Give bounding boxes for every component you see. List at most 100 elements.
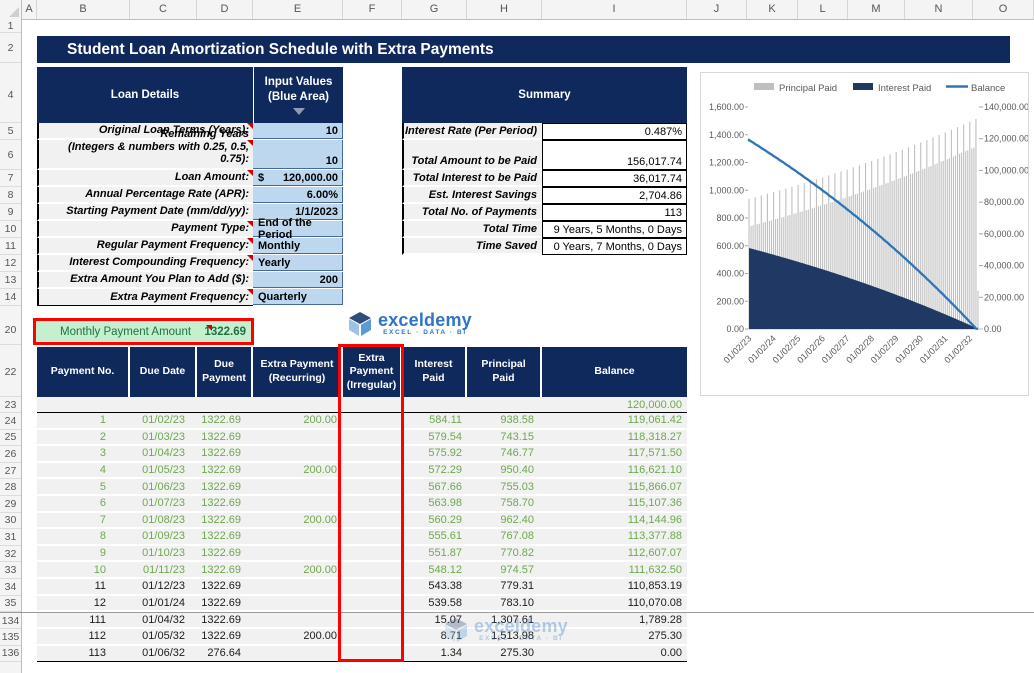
cell-interest-paid[interactable]: 563.98 [402, 495, 467, 513]
cell-principal-paid[interactable]: 746.77 [467, 446, 542, 463]
cell-principal-paid[interactable]: 743.15 [467, 429, 542, 447]
cell-payment-no[interactable]: 111 [37, 613, 130, 630]
row-header-22[interactable]: 22 [0, 347, 21, 397]
loan-detail-input[interactable]: $120,000.00 [253, 170, 343, 187]
cell-due-date[interactable]: 01/04/23 [130, 446, 197, 463]
row-header-25[interactable]: 25 [0, 430, 21, 447]
cell-extra-recurring[interactable] [253, 446, 343, 463]
row-header-8[interactable]: 8 [0, 187, 21, 204]
cell-due-payment[interactable]: 1322.69 [197, 529, 253, 546]
column-header-O[interactable]: O [973, 0, 1034, 19]
cell-principal-paid[interactable]: 767.08 [467, 529, 542, 546]
cell-due-date[interactable]: 01/06/32 [130, 645, 197, 662]
cell-principal-paid[interactable]: 1,513.98 [467, 629, 542, 646]
cell-interest-paid[interactable]: 575.92 [402, 446, 467, 463]
cell-interest-paid[interactable]: 539.58 [402, 595, 467, 613]
loan-detail-input[interactable]: Yearly [253, 255, 343, 272]
loan-detail-input[interactable]: 10 [253, 140, 343, 170]
cell-principal-paid[interactable] [467, 397, 542, 413]
cell-due-date[interactable]: 01/05/23 [130, 462, 197, 480]
cell-extra-recurring[interactable]: 200.00 [253, 629, 343, 646]
cell-payment-no[interactable]: 12 [37, 595, 130, 613]
loan-detail-input[interactable]: Quarterly [253, 289, 343, 306]
cell-principal-paid[interactable]: 770.82 [467, 545, 542, 563]
row-header-134[interactable]: 134 [0, 613, 21, 630]
cell-interest-paid[interactable]: 548.12 [402, 562, 467, 579]
amortization-chart[interactable]: Principal Paid Interest Paid Balance 0.00 20… [700, 72, 1029, 396]
row-header-32[interactable]: 32 [0, 546, 21, 563]
row-header-31[interactable]: 31 [0, 529, 21, 546]
cell-due-date[interactable]: 01/01/24 [130, 595, 197, 613]
cell-balance[interactable]: 114,144.96 [542, 512, 687, 530]
cell-extra-recurring[interactable] [253, 613, 343, 630]
cell-due-date[interactable]: 01/11/23 [130, 562, 197, 579]
cell-principal-paid[interactable]: 974.57 [467, 562, 542, 579]
cell-principal-paid[interactable]: 783.10 [467, 595, 542, 613]
cell-due-date[interactable] [130, 397, 197, 413]
cell-extra-recurring[interactable] [253, 578, 343, 596]
row-header-30[interactable]: 30 [0, 513, 21, 530]
loan-detail-input[interactable]: 1/1/2023 [253, 204, 343, 221]
cell-due-date[interactable]: 01/10/23 [130, 545, 197, 563]
row-header-13[interactable]: 13 [0, 272, 21, 289]
cell-payment-no[interactable]: 3 [37, 446, 130, 463]
row-header-7[interactable]: 7 [0, 170, 21, 187]
cell-balance[interactable]: 116,621.10 [542, 462, 687, 480]
loan-detail-input[interactable]: End of the Period [253, 217, 343, 241]
cell-interest-paid[interactable]: 572.29 [402, 462, 467, 480]
cell-extra-recurring[interactable] [253, 397, 343, 413]
cell-due-payment[interactable]: 1322.69 [197, 562, 253, 579]
cell-extra-irregular[interactable] [343, 578, 402, 596]
cell-extra-irregular[interactable] [343, 613, 402, 630]
row-header-24[interactable]: 24 [0, 413, 21, 430]
cell-balance[interactable]: 113,377.88 [542, 529, 687, 546]
cell-extra-recurring[interactable] [253, 429, 343, 447]
cell-extra-irregular[interactable] [343, 629, 402, 646]
cell-extra-recurring[interactable]: 200.00 [253, 413, 343, 430]
cell-due-date[interactable]: 01/05/32 [130, 629, 197, 646]
cell-due-payment[interactable]: 1322.69 [197, 446, 253, 463]
cell-extra-irregular[interactable] [343, 595, 402, 613]
cell-due-date[interactable]: 01/08/23 [130, 512, 197, 530]
cell-due-payment[interactable]: 1322.69 [197, 512, 253, 530]
loan-detail-input[interactable]: 6.00% [253, 187, 343, 204]
row-header-135[interactable]: 135 [0, 629, 21, 646]
cell-due-payment[interactable]: 1322.69 [197, 479, 253, 496]
select-all-corner[interactable] [0, 0, 22, 19]
cell-balance[interactable]: 112,607.07 [542, 545, 687, 563]
cell-principal-paid[interactable]: 962.40 [467, 512, 542, 530]
column-header-N[interactable]: N [905, 0, 973, 19]
cell-payment-no[interactable]: 6 [37, 495, 130, 513]
column-header-L[interactable]: L [798, 0, 848, 19]
cell-extra-recurring[interactable] [253, 529, 343, 546]
cell-due-payment[interactable]: 1322.69 [197, 495, 253, 513]
row-header-136[interactable]: 136 [0, 646, 21, 662]
cell-due-payment[interactable]: 1322.69 [197, 595, 253, 613]
cell-extra-recurring[interactable]: 200.00 [253, 462, 343, 480]
cell-due-payment[interactable]: 1322.69 [197, 613, 253, 630]
column-header-M[interactable]: M [848, 0, 905, 19]
cell-principal-paid[interactable]: 779.31 [467, 578, 542, 596]
column-header-I[interactable]: I [542, 0, 687, 19]
cell-payment-no[interactable]: 2 [37, 429, 130, 447]
cell-balance[interactable]: 111,632.50 [542, 562, 687, 579]
column-header-D[interactable]: D [197, 0, 253, 19]
cell-balance[interactable]: 120,000.00 [542, 397, 687, 413]
cell-extra-recurring[interactable]: 200.00 [253, 512, 343, 530]
cell-extra-irregular[interactable] [343, 562, 402, 579]
cell-interest-paid[interactable] [402, 397, 467, 413]
cell-extra-irregular[interactable] [343, 462, 402, 480]
column-header-C[interactable]: C [130, 0, 197, 19]
row-header-1[interactable]: 1 [0, 19, 21, 33]
cell-balance[interactable]: 1,789.28 [542, 613, 687, 630]
cell-principal-paid[interactable]: 1,307.61 [467, 613, 542, 630]
cell-interest-paid[interactable]: 560.29 [402, 512, 467, 530]
row-header-27[interactable]: 27 [0, 463, 21, 480]
cell-interest-paid[interactable]: 8.71 [402, 629, 467, 646]
row-header-28[interactable]: 28 [0, 479, 21, 496]
cell-extra-irregular[interactable] [343, 545, 402, 563]
cell-interest-paid[interactable]: 567.66 [402, 479, 467, 496]
column-header-J[interactable]: J [687, 0, 747, 19]
cell-due-payment[interactable] [197, 397, 253, 413]
cell-extra-irregular[interactable] [343, 413, 402, 430]
